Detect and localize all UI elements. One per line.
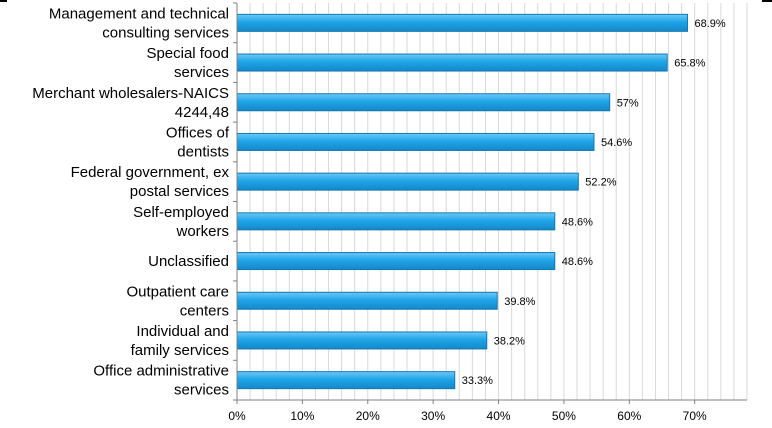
category-label-line: services: [174, 64, 229, 81]
x-tick-label: 0%: [228, 409, 246, 423]
data-label: 57%: [617, 97, 639, 109]
data-label: 48.6%: [562, 256, 593, 268]
category-label: Individual and family services: [131, 323, 229, 359]
category-label-line: workers: [175, 223, 229, 240]
category-label: Office administrative services: [93, 363, 229, 399]
x-tick-label: 70%: [683, 409, 707, 423]
data-label: 68.9%: [695, 18, 726, 30]
category-label: Federal government, ex postal services: [71, 164, 230, 200]
bar: [236, 93, 611, 112]
x-tick-label: 30%: [421, 409, 445, 423]
category-label-line: dentists: [177, 143, 229, 160]
bar: [236, 252, 556, 271]
x-tick-label: 20%: [356, 409, 380, 423]
x-tick-label: 10%: [290, 409, 314, 423]
bar: [236, 53, 668, 72]
category-label-line: postal services: [130, 183, 229, 200]
bar: [236, 13, 688, 32]
category-label-line: Outpatient care: [126, 283, 229, 300]
category-label-line: Merchant wholesalers-NAICS: [32, 85, 229, 102]
data-label: 38.2%: [494, 335, 525, 347]
category-label-line: centers: [180, 302, 229, 319]
category-label-line: Self-employed: [133, 204, 229, 221]
category-label-line: family services: [131, 342, 229, 359]
category-label-line: Federal government, ex: [71, 164, 230, 181]
data-label: 33.3%: [462, 375, 493, 387]
category-label: Unclassified: [148, 253, 229, 270]
data-label: 65.8%: [674, 58, 705, 70]
data-label: 54.6%: [601, 137, 632, 149]
category-label-line: 4244,48: [175, 104, 229, 121]
axes: [0, 0, 772, 404]
category-label-line: services: [174, 382, 229, 399]
category-label: Self-employed workers: [133, 204, 229, 240]
bar: [236, 172, 579, 191]
data-label: 48.6%: [562, 216, 593, 228]
bar: [236, 331, 488, 350]
category-label: Outpatient care centers: [126, 283, 229, 319]
labels: 68.9% Management and technical consulting …: [32, 5, 726, 423]
category-label-line: Offices of: [166, 124, 230, 141]
bar: [236, 132, 595, 151]
category-label-line: Unclassified: [148, 253, 229, 270]
bar: [236, 371, 456, 390]
x-tick-label: 60%: [617, 409, 641, 423]
x-tick-label: 50%: [552, 409, 576, 423]
category-label: Offices of dentists: [166, 124, 230, 160]
category-label: Merchant wholesalers-NAICS 4244,48: [32, 85, 229, 121]
category-label: Management and technical consulting servi…: [49, 5, 229, 41]
category-label-line: Office administrative: [93, 363, 229, 380]
category-label: Special food services: [146, 45, 229, 81]
category-label-line: Individual and: [136, 323, 229, 340]
bar: [236, 291, 498, 310]
data-label: 39.8%: [504, 296, 535, 308]
category-label-line: Special food: [146, 45, 229, 62]
data-label: 52.2%: [585, 177, 616, 189]
x-tick-label: 40%: [487, 409, 511, 423]
category-label-line: consulting services: [102, 24, 229, 41]
bar: [236, 212, 556, 231]
bars: [236, 13, 688, 390]
category-label-line: Management and technical: [49, 5, 229, 22]
